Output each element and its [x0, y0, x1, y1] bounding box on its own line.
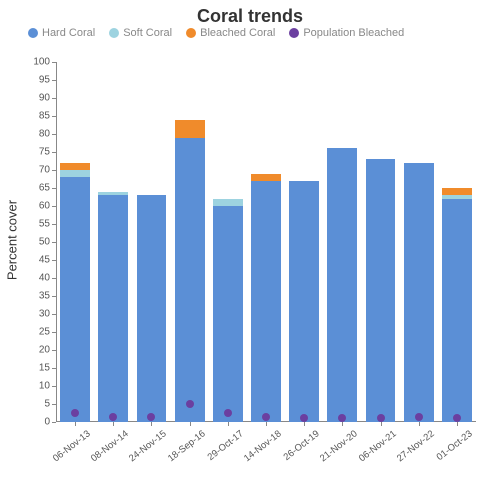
y-tick-mark — [52, 206, 56, 207]
x-tick-label: 14-Nov-18 — [237, 422, 284, 464]
x-tick-label: 29-Oct-17 — [201, 422, 246, 463]
x-tick-label: 27-Nov-22 — [390, 422, 437, 464]
y-tick-mark — [52, 422, 56, 423]
y-tick-mark — [52, 152, 56, 153]
bar-seg-soft — [442, 195, 472, 199]
legend-swatch-soft — [109, 28, 119, 38]
dot-pop — [71, 409, 79, 417]
bar-seg-hard — [404, 163, 434, 422]
bars-layer — [56, 62, 476, 422]
y-tick-mark — [52, 134, 56, 135]
dot-pop — [109, 413, 117, 421]
bar-seg-hard — [251, 181, 281, 422]
bar-seg-bleached — [60, 163, 90, 170]
dot-pop — [415, 413, 423, 421]
legend-item-hard: Hard Coral — [28, 27, 95, 39]
x-tick-label: 18-Sep-16 — [161, 422, 208, 464]
y-tick-mark — [52, 368, 56, 369]
dot-pop — [186, 400, 194, 408]
x-tick-label: 01-Oct-23 — [430, 422, 475, 463]
y-tick-mark — [52, 296, 56, 297]
bar-seg-hard — [327, 148, 357, 422]
legend-item-soft: Soft Coral — [109, 27, 172, 39]
bar-seg-hard — [60, 177, 90, 422]
bar-seg-hard — [442, 199, 472, 422]
y-tick-mark — [52, 260, 56, 261]
y-tick-mark — [52, 278, 56, 279]
x-tick-label: 26-Oct-19 — [277, 422, 322, 463]
y-tick-mark — [52, 404, 56, 405]
bar-seg-bleached — [175, 120, 205, 138]
legend-swatch-bleached — [186, 28, 196, 38]
y-tick-mark — [52, 188, 56, 189]
y-tick-mark — [52, 116, 56, 117]
bar-seg-hard — [213, 206, 243, 422]
dot-pop — [224, 409, 232, 417]
bar-seg-bleached — [251, 174, 281, 181]
y-tick-mark — [52, 80, 56, 81]
x-tick-label: 21-Nov-20 — [313, 422, 360, 464]
bar-seg-hard — [137, 195, 167, 422]
bar-seg-bleached — [442, 188, 472, 195]
bar-seg-soft — [98, 192, 128, 196]
y-axis-label: Percent cover — [5, 200, 20, 280]
dot-pop — [147, 413, 155, 421]
y-tick-mark — [52, 386, 56, 387]
x-tick-label: 06-Nov-13 — [46, 422, 93, 464]
legend-label-pop: Population Bleached — [303, 27, 404, 39]
y-tick-mark — [52, 170, 56, 171]
bar-seg-hard — [289, 181, 319, 422]
y-tick-mark — [52, 314, 56, 315]
y-tick-mark — [52, 332, 56, 333]
bar-seg-hard — [98, 195, 128, 422]
x-tick-label: 06-Nov-21 — [352, 422, 399, 464]
chart-legend: Hard Coral Soft Coral Bleached Coral Popula… — [0, 27, 500, 39]
y-tick-mark — [52, 62, 56, 63]
x-tick-label: 24-Nov-15 — [122, 422, 169, 464]
bar-seg-hard — [175, 138, 205, 422]
coral-trends-chart: Coral trends Hard Coral Soft Coral Bleache… — [0, 0, 500, 500]
chart-title: Coral trends — [0, 0, 500, 27]
legend-item-pop: Population Bleached — [289, 27, 404, 39]
y-tick-mark — [52, 242, 56, 243]
legend-item-bleached: Bleached Coral — [186, 27, 275, 39]
y-tick-mark — [52, 224, 56, 225]
bar-seg-soft — [213, 199, 243, 206]
x-tick-label: 08-Nov-14 — [84, 422, 131, 464]
y-tick-mark — [52, 350, 56, 351]
legend-label-soft: Soft Coral — [123, 27, 172, 39]
legend-swatch-pop — [289, 28, 299, 38]
legend-swatch-hard — [28, 28, 38, 38]
bar-seg-soft — [60, 170, 90, 177]
legend-label-bleached: Bleached Coral — [200, 27, 275, 39]
y-tick-mark — [52, 98, 56, 99]
bar-seg-hard — [366, 159, 396, 422]
plot-area: 0510152025303540455055606570758085909510… — [56, 62, 476, 422]
dot-pop — [262, 413, 270, 421]
legend-label-hard: Hard Coral — [42, 27, 95, 39]
